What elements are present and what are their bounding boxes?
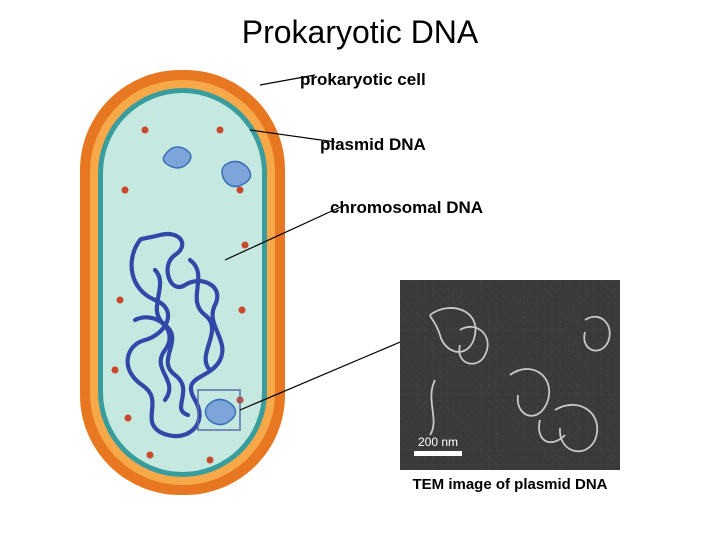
tem-scale-label: 200 nm xyxy=(418,435,458,449)
page-title: Prokaryotic DNA xyxy=(0,14,720,51)
label-chromosomal-dna: chromosomal DNA xyxy=(330,198,483,218)
tem-caption: TEM image of plasmid DNA xyxy=(400,476,620,493)
tem-scale-bar: 200 nm xyxy=(414,435,462,456)
tem-image: 200 nm xyxy=(400,280,620,470)
label-plasmid-dna: plasmid DNA xyxy=(320,135,426,155)
label-prokaryotic-cell: prokaryotic cell xyxy=(300,70,426,90)
tem-container: 200 nm TEM image of plasmid DNA xyxy=(400,280,620,493)
cell-diagram xyxy=(70,60,420,520)
tem-scale-line xyxy=(414,451,462,456)
